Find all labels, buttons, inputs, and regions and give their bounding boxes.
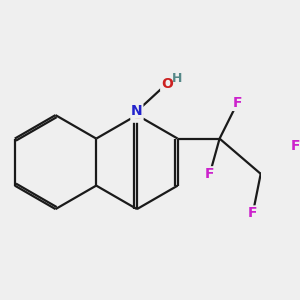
Text: H: H: [172, 72, 183, 85]
Text: O: O: [161, 77, 173, 91]
Text: F: F: [291, 140, 300, 153]
Text: N: N: [131, 104, 143, 118]
Text: F: F: [205, 167, 214, 181]
Text: O: O: [131, 108, 143, 122]
Text: F: F: [248, 206, 258, 220]
Text: F: F: [232, 96, 242, 110]
